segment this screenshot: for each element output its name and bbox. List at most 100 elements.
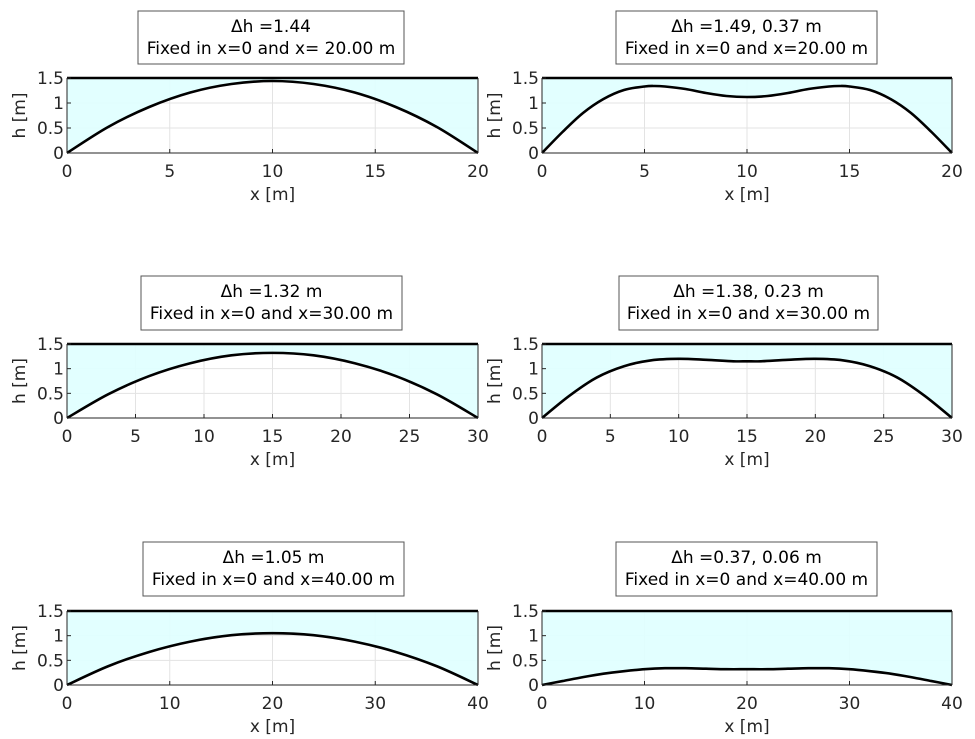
y-axis-label: h [m] bbox=[485, 92, 505, 138]
y-tick-label-0: 0 bbox=[528, 144, 539, 164]
x-tick-label-3: 30 bbox=[364, 694, 386, 714]
y-axis-label: h [m] bbox=[10, 625, 30, 671]
x-tick-label-0: 0 bbox=[537, 694, 548, 714]
y-axis-label: h [m] bbox=[10, 358, 30, 404]
fill-region bbox=[542, 611, 952, 685]
x-tick-label-6: 30 bbox=[467, 427, 489, 447]
y-axis-label: h [m] bbox=[485, 625, 505, 671]
x-tick-label-2: 10 bbox=[193, 427, 215, 447]
y-tick-label-1: 0.5 bbox=[512, 384, 539, 404]
title-line-2: Fixed in x=0 and x= 20.00 m bbox=[147, 39, 396, 59]
y-tick-label-2: 1 bbox=[53, 360, 64, 380]
profile-curve bbox=[541, 357, 953, 420]
x-tick-label-1: 5 bbox=[130, 427, 141, 447]
title-box bbox=[142, 541, 405, 597]
x-tick-label-1: 5 bbox=[164, 162, 175, 182]
subplot-6: 0 10 20 30 40 0 0.5 1 1.5 x [m] h [m] Δh =0.37, 0.0… bbox=[485, 541, 963, 737]
x-tick-label-5: 25 bbox=[873, 427, 895, 447]
x-tick-label-2: 20 bbox=[736, 694, 758, 714]
y-tick-label-2: 1 bbox=[53, 627, 64, 647]
x-tick-label-0: 0 bbox=[62, 427, 73, 447]
x-tick-label-3: 15 bbox=[839, 162, 861, 182]
x-axis-label: x [m] bbox=[724, 185, 769, 205]
x-tick-label-2: 20 bbox=[262, 694, 284, 714]
title-line-1: Δh =1.38, 0.23 m bbox=[673, 282, 824, 302]
title-box bbox=[615, 10, 878, 65]
y-tick-label-2: 1 bbox=[528, 627, 539, 647]
x-tick-label-3: 15 bbox=[364, 162, 386, 182]
x-tick-label-4: 40 bbox=[467, 694, 489, 714]
subplot-2: 0 5 10 15 20 0 0.5 1 1.5 x [m] h [m] Δh =1.49, 0.37… bbox=[485, 10, 963, 205]
y-tick-label-1: 0.5 bbox=[512, 119, 539, 139]
y-tick-label-0: 0 bbox=[53, 144, 64, 164]
title-box bbox=[618, 275, 879, 331]
x-tick-label-2: 10 bbox=[262, 162, 284, 182]
x-tick-label-2: 10 bbox=[736, 162, 758, 182]
x-tick-label-4: 20 bbox=[941, 162, 963, 182]
x-tick-label-4: 20 bbox=[467, 162, 489, 182]
title-line-1: Δh =1.44 bbox=[231, 17, 311, 37]
x-axis-label: x [m] bbox=[250, 450, 295, 470]
y-tick-label-2: 1 bbox=[53, 94, 64, 114]
x-tick-label-4: 40 bbox=[941, 694, 963, 714]
fill-region bbox=[67, 344, 478, 418]
profile-curve bbox=[541, 666, 953, 687]
x-tick-label-3: 15 bbox=[262, 427, 284, 447]
x-tick-label-0: 0 bbox=[537, 162, 548, 182]
x-tick-label-6: 30 bbox=[941, 427, 963, 447]
profile-curve bbox=[541, 84, 953, 154]
y-tick-label-1: 0.5 bbox=[37, 119, 64, 139]
x-tick-label-1: 5 bbox=[639, 162, 650, 182]
subplot-4: 0 5 10 15 20 25 30 0 0.5 1 1.5 x [m] h [m] Δh =1.38, … bbox=[485, 275, 963, 470]
y-tick-label-1: 0.5 bbox=[512, 651, 539, 671]
x-tick-label-4: 20 bbox=[330, 427, 352, 447]
x-tick-label-0: 0 bbox=[62, 162, 73, 182]
x-tick-label-3: 15 bbox=[736, 427, 758, 447]
y-tick-label-3: 1.5 bbox=[37, 602, 64, 622]
fill-region bbox=[67, 78, 478, 153]
x-tick-label-5: 25 bbox=[399, 427, 421, 447]
title-box bbox=[137, 10, 405, 65]
fill-region bbox=[542, 344, 952, 418]
x-tick-label-4: 20 bbox=[805, 427, 827, 447]
title-line-1: Δh =1.05 m bbox=[223, 548, 325, 568]
y-tick-label-2: 1 bbox=[528, 94, 539, 114]
y-tick-label-2: 1 bbox=[528, 360, 539, 380]
profile-curve bbox=[66, 631, 479, 687]
title-line-2: Fixed in x=0 and x=30.00 m bbox=[627, 304, 870, 324]
y-tick-label-3: 1.5 bbox=[512, 602, 539, 622]
title-line-2: Fixed in x=0 and x=40.00 m bbox=[625, 570, 868, 590]
x-tick-label-1: 5 bbox=[605, 427, 616, 447]
x-tick-label-0: 0 bbox=[537, 427, 548, 447]
subplot-3: 0 5 10 15 20 25 30 0 0.5 1 1.5 x [m] h [m] Δh =1.32 m… bbox=[10, 275, 489, 470]
y-tick-label-3: 1.5 bbox=[512, 69, 539, 89]
y-tick-label-3: 1.5 bbox=[37, 335, 64, 355]
y-tick-label-0: 0 bbox=[528, 676, 539, 696]
y-axis-label: h [m] bbox=[485, 358, 505, 404]
title-line-2: Fixed in x=0 and x=20.00 m bbox=[625, 39, 868, 59]
x-tick-label-2: 10 bbox=[668, 427, 690, 447]
x-tick-label-0: 0 bbox=[62, 694, 73, 714]
fill-region bbox=[542, 78, 952, 153]
y-tick-label-0: 0 bbox=[53, 676, 64, 696]
title-line-2: Fixed in x=0 and x=40.00 m bbox=[152, 570, 395, 590]
title-box bbox=[615, 541, 878, 597]
title-box bbox=[140, 275, 403, 331]
x-axis-label: x [m] bbox=[250, 717, 295, 737]
title-line-1: Δh =1.32 m bbox=[221, 282, 323, 302]
title-line-1: Δh =0.37, 0.06 m bbox=[671, 548, 822, 568]
x-tick-label-1: 10 bbox=[159, 694, 181, 714]
y-tick-label-3: 1.5 bbox=[512, 335, 539, 355]
y-tick-label-0: 0 bbox=[53, 409, 64, 429]
x-tick-label-3: 30 bbox=[839, 694, 861, 714]
title-line-2: Fixed in x=0 and x=30.00 m bbox=[150, 304, 393, 324]
x-axis-label: x [m] bbox=[724, 450, 769, 470]
title-line-1: Δh =1.49, 0.37 m bbox=[671, 17, 822, 37]
fill-region bbox=[67, 611, 478, 685]
y-tick-label-1: 0.5 bbox=[37, 651, 64, 671]
subplot-5: 0 10 20 30 40 0 0.5 1 1.5 x [m] h [m] Δh =1.05 mFix… bbox=[10, 541, 489, 737]
x-tick-label-1: 10 bbox=[634, 694, 656, 714]
y-axis-label: h [m] bbox=[10, 92, 30, 138]
x-axis-label: x [m] bbox=[250, 185, 295, 205]
